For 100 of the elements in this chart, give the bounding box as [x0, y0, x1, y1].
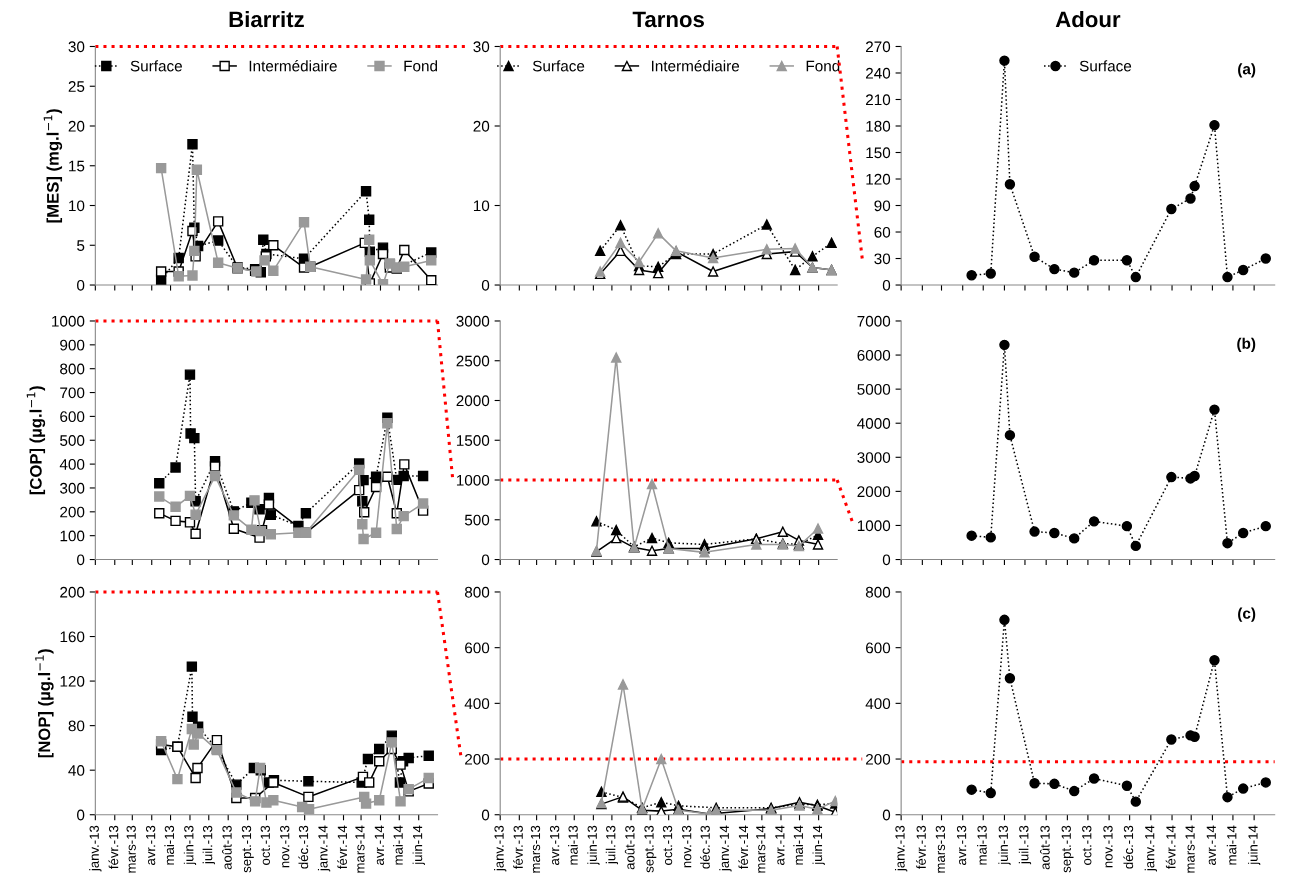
- x-tick-label: mars-13: [935, 825, 946, 873]
- y-tick-label: 0: [77, 279, 85, 291]
- legend-label: Intermédiaire: [249, 60, 337, 72]
- legend-label: Fond: [806, 60, 840, 72]
- x-tick-label: avr.-13: [145, 825, 156, 865]
- x-tick-label: mai-14: [1226, 825, 1237, 865]
- x-tick-label: déc.-13: [1123, 825, 1134, 869]
- y-tick-label: 20: [68, 120, 85, 132]
- x-tick-label: févr.-13: [108, 825, 119, 869]
- y-tick-label: 270: [866, 41, 891, 53]
- x-tick-label: mars-14: [1185, 825, 1195, 873]
- y-tick-label: 0: [882, 554, 891, 566]
- x-tick-label: août-13: [1039, 825, 1050, 870]
- y-tick-label: 120: [866, 173, 891, 185]
- y-tick-label: 6000: [857, 349, 891, 361]
- annotation: (c): [1238, 607, 1256, 622]
- legend-label: Surface: [1079, 60, 1132, 72]
- y-tick-label: 5000: [857, 384, 891, 395]
- y-tick-label: 2000: [456, 395, 490, 407]
- y-tick-label: 3000: [857, 452, 891, 463]
- y-tick-label: 200: [60, 506, 85, 518]
- y-tick-label: 150: [866, 147, 891, 159]
- x-tick-label: janv.-14: [719, 825, 732, 872]
- y-tick-label: 180: [866, 120, 891, 132]
- y-tick-label: 15: [69, 160, 85, 172]
- y-tick-label: 900: [60, 339, 85, 351]
- y-tick-label: 700: [60, 387, 85, 399]
- y-tick-label: 5: [77, 240, 85, 251]
- x-tick-label: juin-14: [412, 825, 425, 866]
- x-tick-label: janv.-13: [494, 825, 507, 872]
- x-tick-label: mai-14: [393, 825, 403, 865]
- y-tick-label: 30: [68, 41, 85, 53]
- y-tick-label: 600: [866, 642, 891, 654]
- y-tick-label: 800: [865, 586, 891, 598]
- y-tick-label: 400: [59, 458, 85, 470]
- y-tick-label: 0: [77, 554, 85, 566]
- x-tick-label: févr.-13: [916, 825, 926, 869]
- y-tick-label: 90: [874, 200, 891, 212]
- y-tick-label: 240: [866, 67, 891, 79]
- x-tick-label: juin-13: [183, 825, 197, 866]
- x-tick-label: mai-13: [164, 825, 175, 865]
- x-tick-label: mars-13: [530, 825, 541, 873]
- x-tick-label: juil.-13: [202, 825, 215, 865]
- y-tick-label: 800: [464, 586, 490, 598]
- y-tick-label: 1000: [456, 474, 490, 486]
- chart-title: Adour: [1055, 10, 1121, 28]
- x-tick-label: avr.-14: [374, 825, 385, 865]
- y-tick-label: 800: [60, 363, 85, 375]
- legend-label: Surface: [532, 60, 585, 72]
- x-tick-label: mai-13: [568, 825, 578, 865]
- legend-label: Intermédiaire: [651, 60, 740, 72]
- legend-label: Fond: [404, 60, 438, 72]
- y-tick-label: 600: [465, 642, 490, 654]
- x-tick-label: nov.-13: [280, 825, 290, 868]
- y-tick-label: 210: [866, 94, 891, 106]
- y-tick-label: 0: [481, 809, 490, 821]
- x-tick-label: juin-14: [812, 825, 825, 866]
- y-axis-title: [COP] (µg.l$^{−1}$): [26, 386, 46, 495]
- y-tick-label: 25: [68, 81, 85, 92]
- chart-title: Tarnos: [632, 11, 704, 28]
- x-tick-label: avr.-14: [1206, 825, 1216, 865]
- y-tick-label: 100: [60, 530, 85, 542]
- y-tick-label: 0: [882, 809, 891, 821]
- y-tick-label: 500: [464, 514, 490, 526]
- x-tick-label: mars-13: [126, 825, 136, 873]
- x-tick-label: sept.-13: [1061, 825, 1074, 873]
- x-tick-label: sept.-13: [644, 825, 657, 873]
- y-tick-label: 10: [473, 200, 490, 212]
- x-tick-label: janv.-14: [317, 825, 331, 872]
- annotation: (a): [1238, 63, 1256, 78]
- x-tick-label: nov.-13: [682, 825, 692, 868]
- x-tick-label: juin-14: [1247, 825, 1261, 866]
- y-tick-label: 30: [473, 41, 490, 53]
- y-tick-label: 500: [60, 435, 85, 446]
- x-tick-label: oct.-13: [260, 825, 270, 865]
- y-tick-label: 20: [473, 120, 490, 132]
- x-tick-label: déc.-13: [700, 825, 710, 869]
- x-tick-label: avr.-13: [549, 825, 560, 865]
- x-tick-label: juin-13: [998, 825, 1011, 866]
- y-tick-label: 2500: [456, 355, 490, 367]
- y-tick-label: 200: [60, 586, 85, 598]
- x-tick-label: août-13: [624, 825, 635, 870]
- x-tick-label: mars-14: [756, 825, 766, 873]
- legend-label: Surface: [130, 60, 182, 72]
- x-tick-label: févr.-13: [513, 825, 523, 869]
- y-tick-label: 300: [60, 482, 85, 494]
- x-tick-label: août-13: [222, 825, 232, 870]
- y-tick-label: 40: [68, 765, 85, 776]
- x-tick-label: janv.-13: [894, 825, 908, 872]
- annotation: (b): [1237, 337, 1256, 352]
- y-tick-label: 400: [865, 698, 891, 710]
- y-tick-label: 0: [882, 279, 891, 291]
- x-tick-label: mars-14: [355, 825, 365, 873]
- y-tick-label: 7000: [857, 315, 891, 327]
- y-tick-label: 160: [60, 631, 85, 643]
- x-tick-label: oct.-13: [1082, 825, 1092, 865]
- x-tick-label: nov.-13: [1103, 825, 1113, 868]
- y-tick-label: 30: [874, 253, 891, 265]
- y-tick-label: 120: [60, 675, 85, 687]
- y-tick-label: 60: [874, 226, 891, 238]
